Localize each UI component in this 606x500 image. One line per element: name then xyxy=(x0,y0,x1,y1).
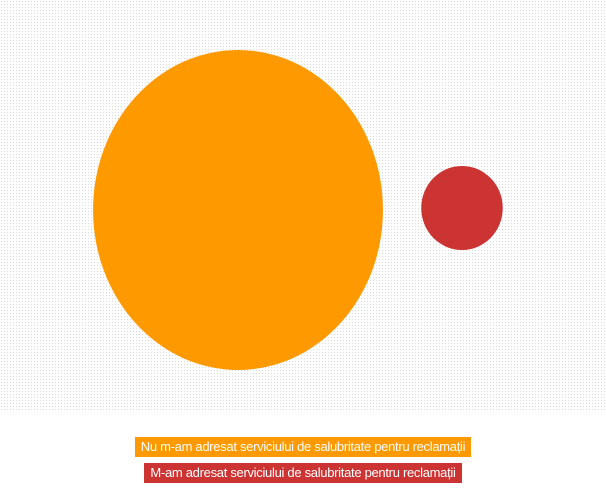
bubble-plot xyxy=(93,50,503,370)
legend: Nu m-am adresat serviciului de salubrita… xyxy=(0,437,606,483)
legend-item-addressed[interactable]: M-am adresat serviciului de salubritate … xyxy=(144,463,462,483)
legend-item-not-addressed[interactable]: Nu m-am adresat serviciului de salubrita… xyxy=(134,437,472,457)
bubble-addressed[interactable] xyxy=(421,165,503,251)
bubble-not-addressed[interactable] xyxy=(93,50,383,370)
